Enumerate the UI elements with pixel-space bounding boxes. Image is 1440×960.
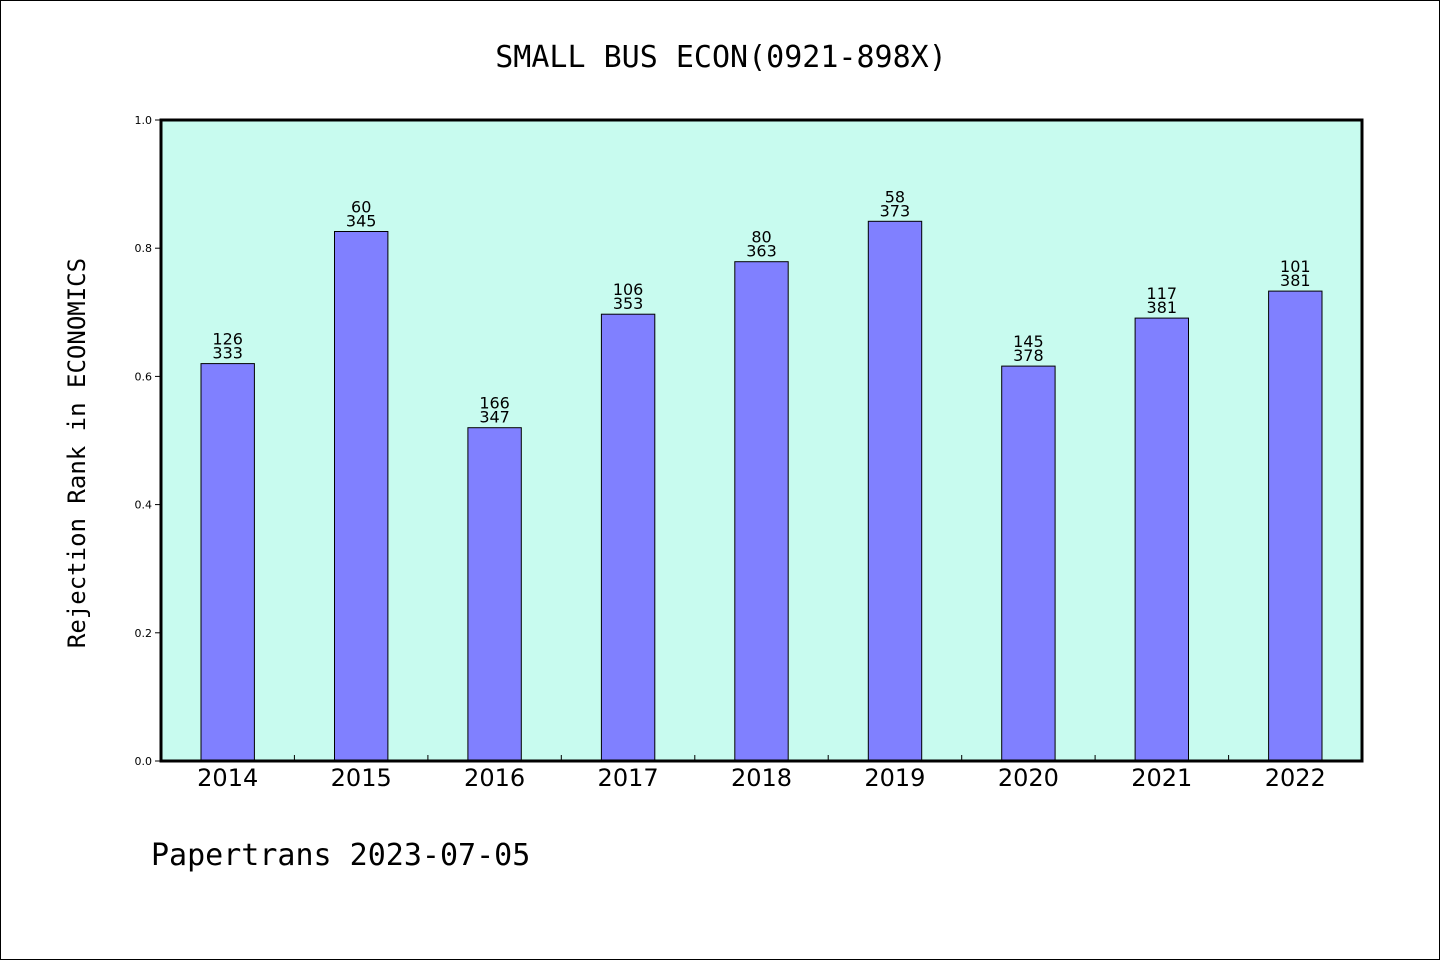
bar-2019 xyxy=(867,220,923,762)
x-tick-label-2022: 2022 xyxy=(1265,764,1326,792)
bar-2022 xyxy=(1268,290,1323,762)
y-tick-label: 0.4 xyxy=(135,499,153,512)
bar-label-bottom-2020: 378 xyxy=(1013,346,1044,365)
bar-2021 xyxy=(1134,317,1189,762)
x-tick-label-2019: 2019 xyxy=(864,764,925,792)
y-tick-label: 0.8 xyxy=(135,242,153,255)
x-tick-label-2018: 2018 xyxy=(731,764,792,792)
bar-label-bottom-2014: 333 xyxy=(212,344,243,363)
bar-label-top-2016: 166 xyxy=(479,394,510,413)
bar-label-bottom-2022: 381 xyxy=(1280,271,1311,290)
bar-label-bottom-2016: 347 xyxy=(479,408,510,427)
bar-2020 xyxy=(1001,365,1056,762)
x-tick-label-2017: 2017 xyxy=(598,764,659,792)
bar-2015 xyxy=(334,231,389,762)
bar-label-bottom-2015: 345 xyxy=(346,212,377,231)
bar-2017 xyxy=(600,313,656,762)
bar-label-top-2019: 58 xyxy=(885,187,905,206)
bar-label-top-2021: 117 xyxy=(1147,284,1178,303)
chart-title: SMALL BUS ECON(0921-898X) xyxy=(495,40,947,75)
bar-label-top-2015: 60 xyxy=(351,198,371,217)
y-tick-label: 1.0 xyxy=(135,114,153,127)
y-tick-label: 0.6 xyxy=(135,370,153,383)
bar-label-bottom-2017: 353 xyxy=(613,294,644,313)
plot-border xyxy=(159,118,1364,763)
bar-label-top-2014: 126 xyxy=(212,330,243,349)
x-tick-label-2015: 2015 xyxy=(331,764,392,792)
x-tick-label-2016: 2016 xyxy=(464,764,525,792)
bar-label-top-2022: 101 xyxy=(1280,257,1311,276)
y-ticks-group: 0.0 0.2 0.4 0.6 0.8 1.0 xyxy=(135,114,161,768)
x-tick-label-2021: 2021 xyxy=(1131,764,1192,792)
x-ticks-group: 2014 2015 2016 2017 2018 2019 2020 2021 2022 xyxy=(197,755,1326,792)
bar-label-top-2017: 106 xyxy=(613,280,644,299)
y-tick-label: 0.0 xyxy=(135,755,153,768)
footer-text: Papertrans 2023-07-05 xyxy=(151,838,530,873)
bar-label-bottom-2019: 373 xyxy=(880,201,911,220)
x-tick-label-2020: 2020 xyxy=(998,764,1059,792)
x-tick-label-2014: 2014 xyxy=(197,764,258,792)
y-tick-label: 0.2 xyxy=(135,627,153,640)
bar-2014 xyxy=(200,363,255,762)
y-axis-label: Rejection Rank in ECONOMICS xyxy=(63,258,91,648)
bar-label-top-2020: 145 xyxy=(1013,332,1044,351)
bar-label-top-2018: 80 xyxy=(751,228,771,247)
bar-label-bottom-2018: 363 xyxy=(746,242,777,261)
bar-2016 xyxy=(467,427,522,762)
bar-2018 xyxy=(734,261,789,762)
bar-label-bottom-2021: 381 xyxy=(1147,298,1178,317)
